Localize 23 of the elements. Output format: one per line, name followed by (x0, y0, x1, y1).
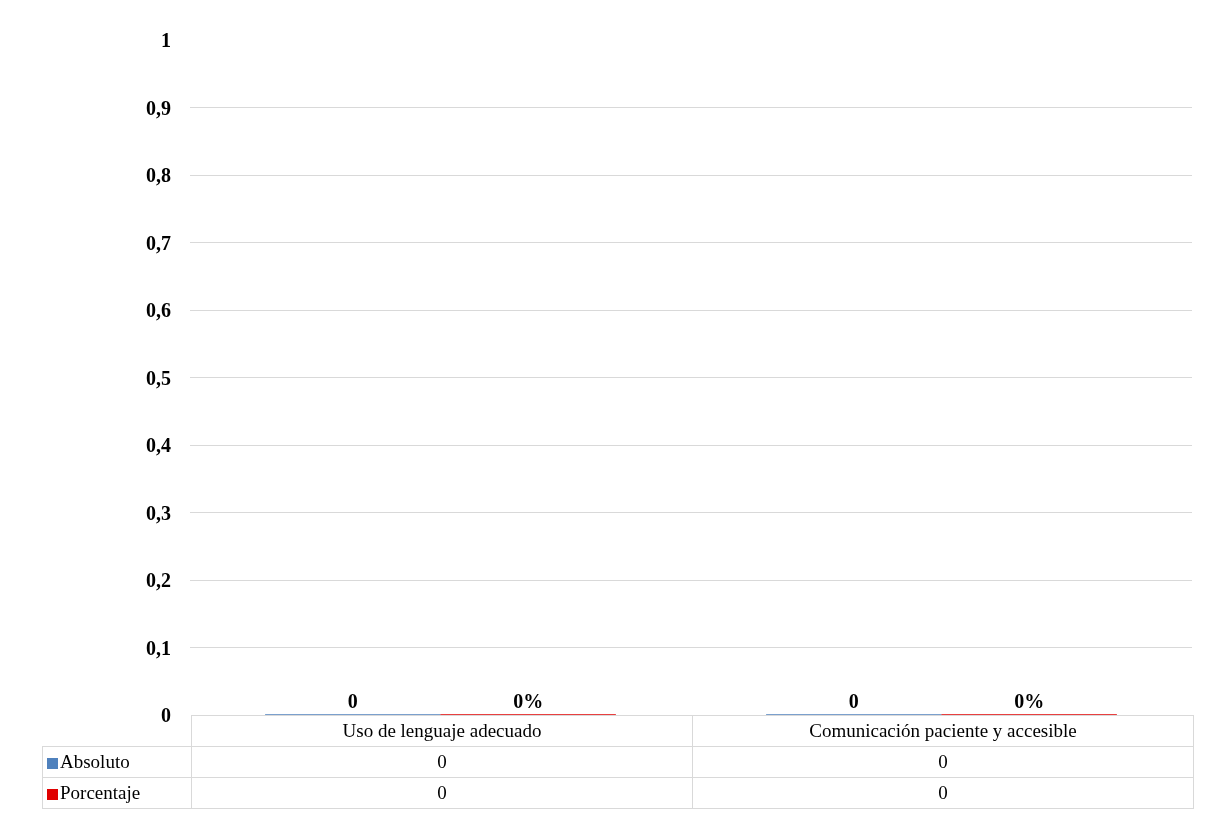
data-label: 0 (848, 690, 859, 712)
legend-label: Absoluto (60, 751, 130, 772)
text: 0 (191, 777, 693, 809)
y-tick-label: 0 (161, 704, 171, 726)
text: 0 (692, 777, 1194, 809)
x-tick-label: Uso de lenguaje adecuado (191, 715, 693, 747)
data-label: 0 (347, 690, 358, 712)
x-tick-label: Comunicación paciente y accesible (692, 715, 1194, 747)
data-label: 0% (513, 690, 544, 712)
y-tick-label: 0,8 (146, 164, 171, 186)
y-tick-label: 0,1 (146, 636, 171, 659)
y-tick-label: 1 (161, 29, 171, 51)
text: 0 (692, 746, 1194, 778)
y-tick-label: 0,6 (146, 299, 171, 321)
y-tick-label: 0,5 (146, 366, 171, 389)
y-tick-label: 0,3 (146, 501, 171, 524)
y-tick-label: 0,4 (146, 434, 171, 456)
legend-label: Porcentaje (60, 782, 141, 803)
y-tick-label: 0,7 (146, 231, 171, 254)
y-tick-label: 0,2 (146, 569, 171, 591)
y-tick-label: 0,9 (146, 96, 171, 119)
data-label: 0% (1014, 690, 1045, 712)
text: 0 (191, 746, 693, 778)
